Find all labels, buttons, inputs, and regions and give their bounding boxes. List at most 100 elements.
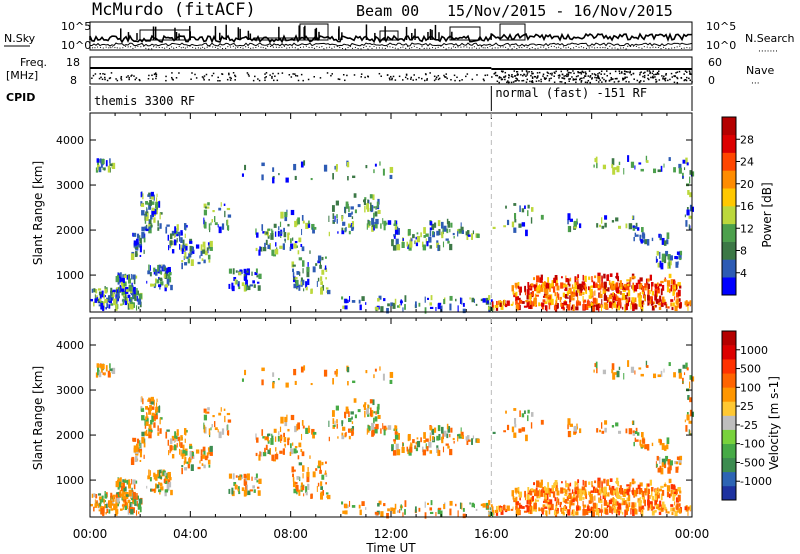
power-cell bbox=[429, 306, 434, 310]
velocity-cell bbox=[663, 483, 667, 487]
velocity-cell bbox=[427, 502, 430, 505]
power-cell bbox=[657, 285, 660, 290]
velocity-cell bbox=[598, 497, 600, 503]
power-cell bbox=[546, 282, 549, 288]
velocity-cell bbox=[258, 454, 261, 461]
power-cell bbox=[385, 222, 388, 225]
velocity-cell bbox=[101, 495, 104, 503]
power-cell bbox=[349, 225, 353, 228]
power-cell bbox=[677, 304, 679, 308]
power-cell bbox=[267, 235, 270, 239]
velocity-cell bbox=[534, 492, 538, 497]
power-cell bbox=[438, 302, 442, 305]
nave-point bbox=[575, 81, 577, 83]
velocity-cell bbox=[212, 415, 215, 418]
power-cell bbox=[569, 301, 571, 307]
power-cell bbox=[651, 284, 653, 292]
power-cell bbox=[181, 247, 184, 254]
velocity-cell bbox=[632, 420, 635, 426]
power-cell bbox=[674, 305, 678, 312]
velocity-cell bbox=[122, 503, 124, 510]
power-cell bbox=[139, 235, 141, 242]
velocity-cell bbox=[129, 503, 133, 508]
beam-label: Beam 00 bbox=[356, 2, 419, 20]
velocity-cell bbox=[131, 503, 133, 508]
velocity-cell bbox=[661, 458, 666, 465]
velocity-cell bbox=[155, 475, 158, 481]
power-cell bbox=[577, 274, 580, 279]
velocity-cell bbox=[300, 486, 304, 491]
velocity-cell bbox=[515, 501, 519, 506]
velocity-cell bbox=[279, 436, 283, 439]
power-cell bbox=[521, 301, 525, 304]
velocity-cell bbox=[149, 477, 152, 482]
power-cell bbox=[148, 223, 151, 230]
power-cell bbox=[455, 298, 457, 302]
power-cell bbox=[521, 208, 525, 213]
velocity-cell bbox=[233, 481, 237, 486]
velocity-cell bbox=[529, 509, 532, 515]
velocity-cell bbox=[395, 428, 398, 432]
power-cell bbox=[517, 285, 520, 289]
colorbar-swatch bbox=[722, 241, 736, 260]
velocity-cell bbox=[577, 483, 579, 487]
power-cell bbox=[310, 288, 313, 294]
power-cell bbox=[572, 304, 575, 312]
power-cell bbox=[322, 284, 325, 291]
velocity-cell bbox=[243, 481, 248, 486]
velocity-cell bbox=[677, 509, 679, 513]
power-cell bbox=[153, 208, 157, 215]
power-cell bbox=[635, 234, 639, 237]
nave-point bbox=[172, 79, 174, 81]
power-cell bbox=[197, 261, 201, 265]
velocity-cell bbox=[604, 420, 608, 425]
power-cell bbox=[119, 286, 121, 291]
power-cell bbox=[344, 227, 347, 233]
power-cell bbox=[113, 298, 117, 306]
nave-point bbox=[208, 79, 210, 81]
nave-point bbox=[152, 78, 154, 80]
power-cell bbox=[547, 295, 552, 300]
nsky-step bbox=[499, 23, 526, 41]
nave-point bbox=[294, 73, 296, 75]
power-cell bbox=[200, 250, 203, 257]
nave-point bbox=[600, 73, 602, 75]
power-cell bbox=[424, 307, 427, 314]
velocity-cell bbox=[148, 428, 151, 435]
velocity-cell bbox=[651, 501, 653, 509]
velocity-cell bbox=[555, 501, 558, 506]
velocity-cell bbox=[634, 430, 638, 435]
power-cell bbox=[577, 296, 579, 302]
power-cell bbox=[441, 231, 444, 239]
nave-point bbox=[656, 72, 659, 75]
nave-point bbox=[580, 80, 583, 82]
velocity-cell bbox=[533, 482, 536, 486]
nave-point bbox=[654, 73, 657, 76]
velocity-cell bbox=[576, 505, 580, 511]
velocity-cell bbox=[132, 437, 134, 442]
power-cell bbox=[238, 286, 241, 290]
power-cell bbox=[292, 237, 294, 241]
velocity-cell bbox=[572, 494, 576, 499]
velocity-cell bbox=[359, 509, 362, 516]
power-cell bbox=[207, 202, 210, 206]
nave-point bbox=[680, 76, 682, 79]
power-cell bbox=[158, 264, 162, 269]
power-cell bbox=[300, 243, 303, 247]
velocity-cell bbox=[144, 431, 147, 436]
power-cell bbox=[443, 225, 447, 232]
velocity-cell bbox=[392, 450, 397, 456]
power-cell bbox=[587, 286, 590, 291]
velocity-cell bbox=[404, 509, 406, 515]
power-cell bbox=[599, 224, 602, 228]
colorbar-tick-label: -1000 bbox=[740, 475, 772, 488]
nave-point bbox=[580, 81, 583, 83]
nave-point bbox=[450, 79, 452, 81]
power-cell bbox=[524, 285, 527, 292]
nave-point bbox=[508, 74, 510, 76]
power-cell bbox=[235, 270, 238, 273]
velocity-cell bbox=[562, 489, 566, 492]
power-cell bbox=[414, 240, 417, 244]
velocity-cell bbox=[256, 437, 259, 443]
power-cell bbox=[185, 245, 188, 251]
